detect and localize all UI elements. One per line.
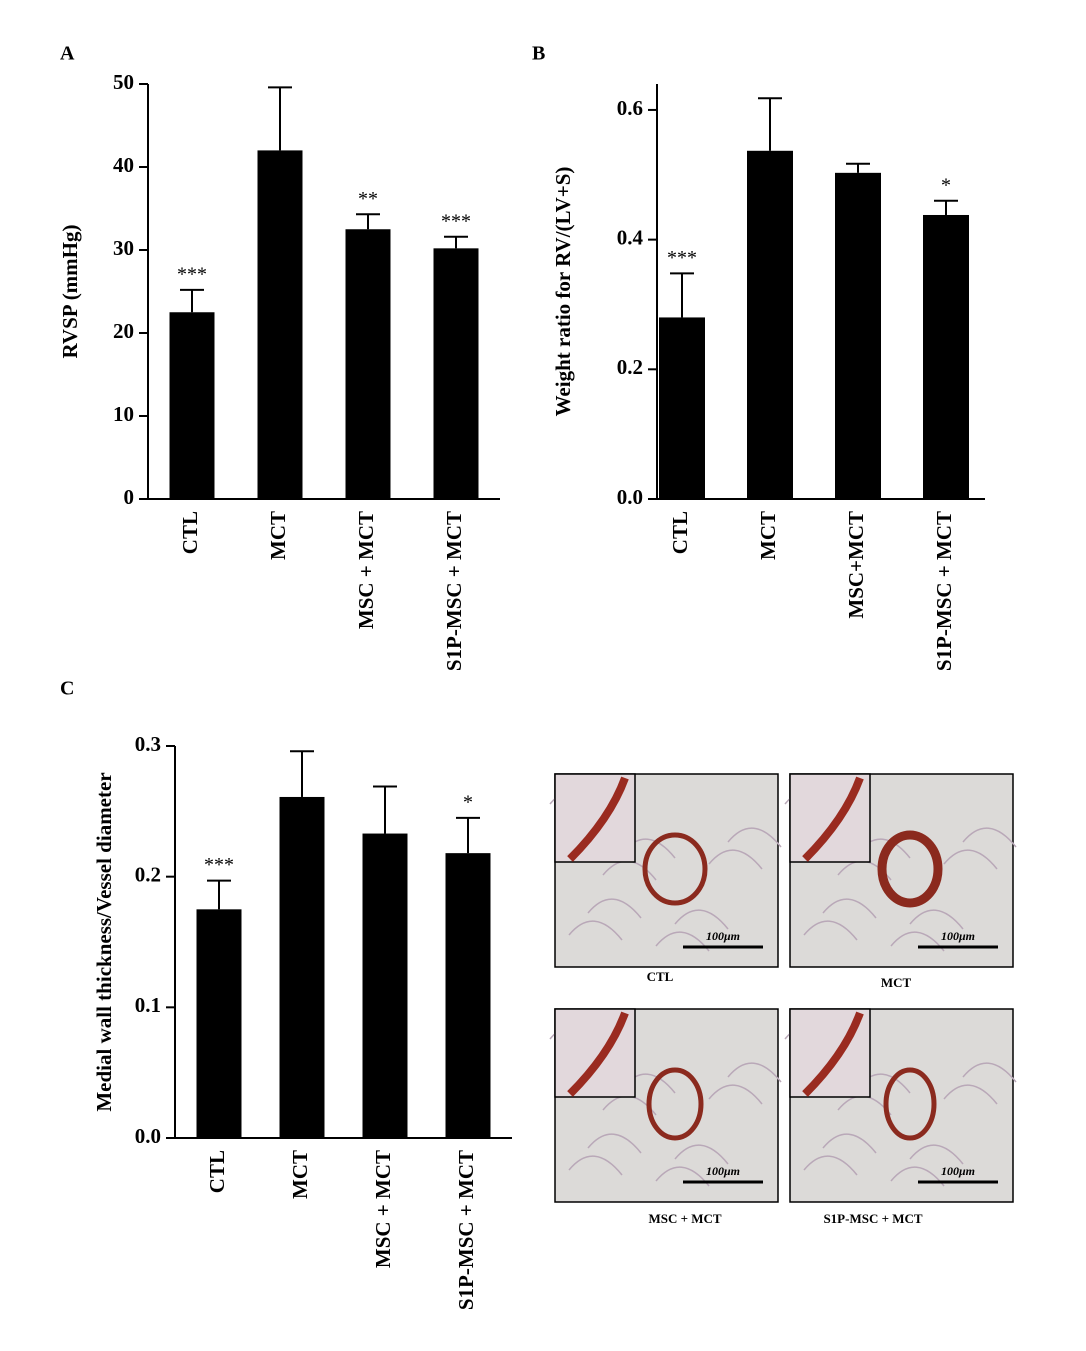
significance-label: ***	[177, 263, 207, 285]
tissue	[943, 1084, 998, 1105]
significance-label: **	[358, 188, 378, 210]
x-tick-label: MCT	[266, 511, 290, 560]
bar	[659, 317, 705, 499]
micrograph-label: S1P-MSC + MCT	[823, 1211, 922, 1226]
bar	[835, 172, 881, 499]
inset-wall	[802, 1011, 864, 1097]
y-tick-label: 0.0	[617, 485, 643, 509]
vessel	[883, 1067, 937, 1141]
y-tick-label: 20	[113, 319, 134, 343]
y-tick-label: 0.6	[617, 96, 643, 120]
micrograph-label: MSC + MCT	[648, 1211, 721, 1226]
tissue	[943, 849, 998, 870]
tissue	[587, 898, 642, 919]
tissue	[587, 1133, 642, 1154]
tissue	[568, 920, 623, 941]
bar	[747, 150, 793, 499]
significance-label: ***	[667, 247, 697, 269]
tissue	[655, 1166, 710, 1187]
bar	[345, 229, 391, 499]
scale-label: 100μm	[941, 1164, 975, 1178]
tissue	[674, 909, 729, 930]
panel-letter: C	[60, 678, 74, 700]
scale-label: 100μm	[941, 929, 975, 943]
panel-letter: B	[532, 43, 545, 65]
micrograph: 100μm	[549, 1008, 782, 1203]
x-tick-label: S1P-MSC + MCT	[442, 511, 466, 671]
bar	[445, 853, 491, 1138]
scale-label: 100μm	[706, 929, 740, 943]
micrograph: 100μm	[784, 1008, 1017, 1203]
inset-wall	[567, 1011, 629, 1097]
y-tick-label: 30	[113, 236, 134, 260]
vessel	[642, 832, 708, 906]
significance-label: ***	[204, 854, 234, 876]
x-tick-label: CTL	[178, 511, 202, 554]
x-tick-label: MSC + MCT	[354, 511, 378, 629]
y-tick-label: 0.2	[135, 862, 161, 886]
micrograph-label: CTL	[647, 969, 674, 984]
y-axis-label: Weight ratio for RV/(LV+S)	[551, 167, 575, 417]
x-tick-label: MCT	[756, 511, 780, 560]
y-tick-label: 0.3	[135, 732, 161, 756]
tissue	[674, 1144, 729, 1165]
tissue	[727, 827, 782, 848]
x-tick-label: MSC+MCT	[844, 511, 868, 619]
significance-label: ***	[441, 210, 471, 232]
x-tick-label: S1P-MSC + MCT	[454, 1150, 478, 1310]
y-tick-label: 50	[113, 70, 134, 94]
micrograph: 100μm	[784, 773, 1017, 968]
tissue	[727, 1062, 782, 1083]
tissue	[890, 1166, 945, 1187]
tissue	[962, 1062, 1017, 1083]
tissue	[568, 1155, 623, 1176]
significance-label: *	[941, 174, 951, 196]
y-tick-label: 0.4	[617, 225, 644, 249]
bar	[923, 214, 969, 499]
vessel	[877, 830, 943, 908]
y-tick-label: 0.0	[135, 1124, 161, 1148]
tissue	[962, 827, 1017, 848]
tissue	[803, 1155, 858, 1176]
x-tick-label: S1P-MSC + MCT	[932, 511, 956, 671]
x-tick-label: MCT	[288, 1150, 312, 1199]
micrograph-label: MCT	[881, 975, 912, 990]
inset-wall	[802, 776, 864, 862]
tissue	[822, 1133, 877, 1154]
bar	[257, 150, 303, 499]
significance-label: *	[463, 791, 473, 813]
tissue	[708, 1084, 763, 1105]
panel-letter: A	[60, 43, 75, 65]
y-tick-label: 40	[113, 153, 134, 177]
y-axis-label: RVSP (mmHg)	[58, 224, 82, 358]
tissue	[803, 920, 858, 941]
scale-label: 100μm	[706, 1164, 740, 1178]
y-axis-label: Medial wall thickness/Vessel diameter	[92, 772, 116, 1111]
x-tick-label: CTL	[668, 511, 692, 554]
tissue	[909, 1144, 964, 1165]
x-tick-label: MSC + MCT	[371, 1150, 395, 1268]
y-tick-label: 0.1	[135, 993, 161, 1017]
tissue	[909, 909, 964, 930]
y-tick-label: 0	[124, 485, 135, 509]
tissue	[655, 931, 710, 952]
inset-wall	[567, 776, 629, 862]
y-tick-label: 10	[113, 402, 134, 426]
y-tick-label: 0.2	[617, 355, 643, 379]
vessel	[646, 1067, 704, 1141]
micrograph: 100μm	[549, 773, 782, 968]
x-tick-label: CTL	[205, 1150, 229, 1193]
bar	[169, 312, 215, 499]
bar	[196, 909, 242, 1138]
bar	[433, 248, 479, 499]
tissue	[708, 849, 763, 870]
bar	[279, 796, 325, 1138]
bar	[362, 833, 408, 1138]
tissue	[890, 931, 945, 952]
tissue	[822, 898, 877, 919]
